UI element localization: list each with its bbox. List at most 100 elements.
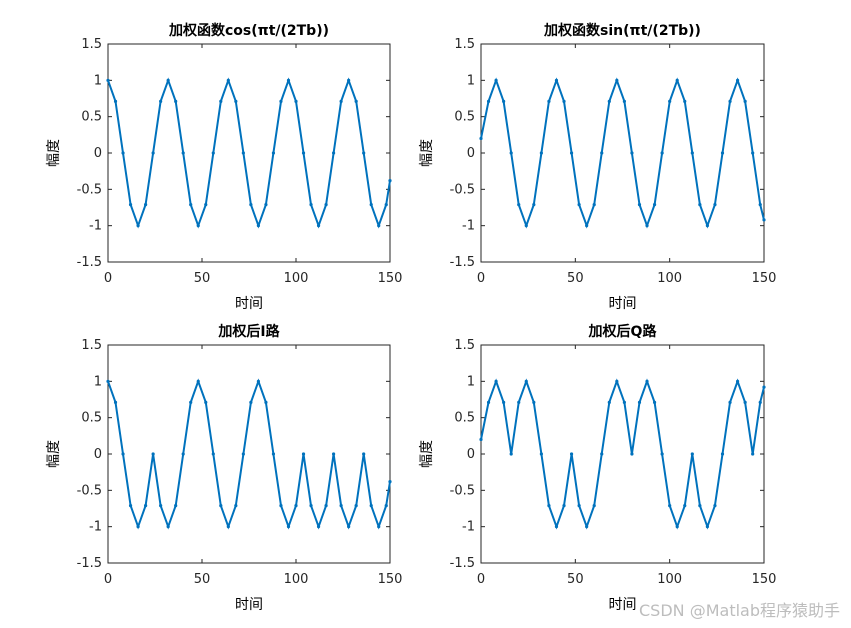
data-point [174, 99, 178, 104]
data-point [211, 151, 215, 155]
data-point [388, 480, 392, 484]
data-point [204, 202, 208, 207]
data-point [607, 99, 611, 104]
y-axis-label-3: 幅度 [46, 440, 62, 468]
x-tick-label: 0 [477, 572, 485, 587]
y-tick-label: -1 [89, 219, 102, 234]
data-point [286, 78, 291, 82]
data-point [113, 99, 118, 104]
plot-frame-3 [107, 344, 391, 564]
data-point [502, 99, 506, 104]
x-axis-label-1: 时间 [235, 296, 263, 312]
x-tick-label: 150 [752, 572, 777, 587]
data-point [354, 503, 358, 508]
y-tick-label: 0.5 [81, 411, 102, 426]
x-axis-label-4: 时间 [609, 597, 637, 613]
data-point [166, 78, 170, 82]
data-point [271, 151, 276, 155]
data-point [509, 151, 513, 155]
data-point [309, 503, 313, 508]
data-point [234, 99, 238, 104]
data-point [362, 452, 366, 456]
y-tick-label: 1.5 [81, 37, 102, 52]
series-line-1 [107, 77, 391, 229]
y-tick-label: -1.5 [77, 556, 102, 571]
data-point [585, 224, 589, 228]
y-tick-label: -1 [462, 219, 475, 234]
x-tick-label: 0 [104, 271, 112, 286]
data-point [600, 452, 604, 456]
data-point [758, 400, 762, 405]
data-point [196, 379, 200, 383]
data-point [569, 452, 574, 456]
data-point [645, 224, 649, 228]
y-tick-label: 0 [94, 447, 102, 462]
data-point [592, 503, 596, 508]
y-tick-label: -0.5 [450, 182, 475, 197]
x-axis-label-2: 时间 [609, 296, 637, 312]
data-point [249, 202, 253, 207]
y-axis-label-1: 幅度 [46, 139, 62, 167]
data-point [562, 503, 566, 508]
data-point [106, 379, 110, 383]
data-point [271, 452, 276, 456]
data-point [384, 503, 388, 508]
data-point [668, 503, 672, 508]
data-point [524, 379, 528, 383]
data-point [600, 151, 604, 155]
y-tick-label: 0 [94, 146, 102, 161]
data-point [660, 151, 664, 155]
data-point [249, 400, 253, 405]
chart-title-1: 加权函数cos(πt/(2Tb)) [168, 22, 329, 39]
data-point [136, 525, 140, 529]
data-point [735, 78, 740, 82]
data-point [517, 400, 521, 405]
x-tick-label: 100 [284, 271, 309, 286]
data-point [339, 99, 343, 104]
data-point [675, 525, 679, 529]
data-point [577, 202, 581, 207]
data-point [369, 202, 373, 207]
data-point [524, 224, 528, 228]
data-point [128, 202, 133, 207]
data-point [622, 400, 626, 405]
data-point [347, 525, 351, 529]
data-point [637, 400, 642, 405]
plot-frame-1 [107, 43, 391, 263]
data-point [384, 202, 388, 207]
x-tick-label: 50 [567, 572, 584, 587]
data-point [751, 452, 755, 456]
x-tick-label: 150 [378, 271, 403, 286]
data-point [174, 503, 178, 508]
data-point [181, 151, 185, 155]
data-point [479, 437, 483, 442]
data-point [728, 400, 732, 405]
y-tick-label: -1 [89, 520, 102, 535]
data-point [294, 503, 298, 508]
data-point [219, 99, 223, 104]
data-point [720, 452, 725, 456]
data-point [762, 218, 766, 222]
data-point [301, 151, 306, 155]
x-tick-label: 0 [104, 572, 112, 587]
data-point [347, 78, 351, 82]
data-point [121, 452, 125, 456]
y-tick-label: -1.5 [450, 556, 475, 571]
x-tick-label: 50 [567, 271, 584, 286]
data-point [743, 400, 747, 405]
x-tick-label: 100 [657, 271, 682, 286]
data-point [189, 400, 193, 405]
y-tick-label: -0.5 [77, 182, 102, 197]
data-point [166, 525, 170, 529]
data-point [532, 202, 536, 207]
data-point [569, 151, 574, 155]
data-point [743, 99, 747, 104]
data-point [316, 525, 321, 529]
data-point [136, 224, 140, 228]
y-tick-label: 1.5 [81, 338, 102, 353]
data-point [562, 99, 566, 104]
data-point [309, 202, 313, 207]
chart-title-3: 加权后I路 [217, 323, 280, 340]
data-point [339, 503, 343, 508]
